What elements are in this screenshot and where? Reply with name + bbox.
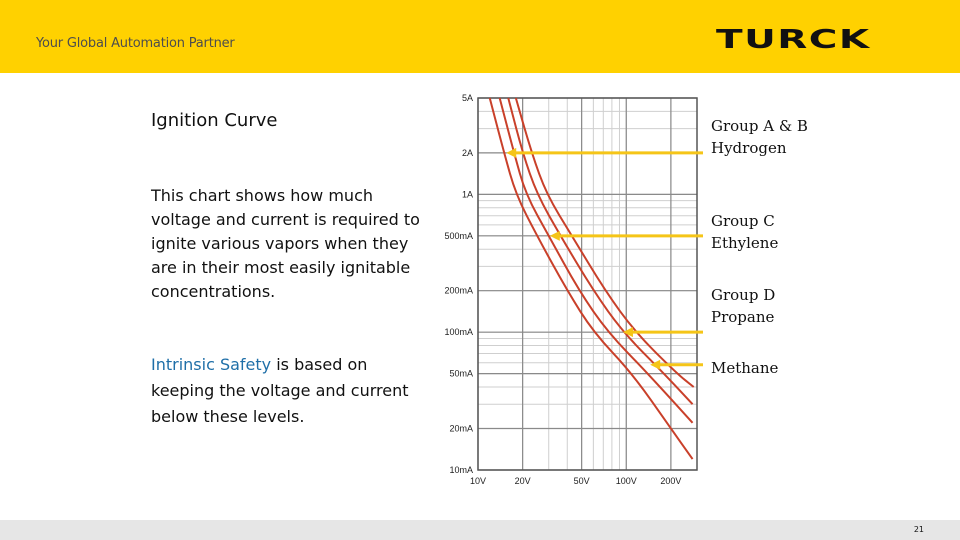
label-group-ab-line2: Hydrogen <box>711 139 787 157</box>
arrow-head-3 <box>622 327 633 338</box>
label-group-ab: Group A & B Hydrogen <box>711 115 808 159</box>
x-tick-label: 200V <box>660 476 681 486</box>
page-number: 21 <box>913 525 924 534</box>
y-tick-label: 20mA <box>449 424 473 434</box>
intrinsic-safety-term: Intrinsic Safety <box>151 355 272 374</box>
plot-area <box>478 98 697 470</box>
label-group-c-line1: Group C <box>711 212 775 230</box>
ignition-curve-1 <box>488 97 694 460</box>
y-tick-label: 2A <box>462 148 473 158</box>
arrow-head-2 <box>549 230 560 241</box>
x-tick-label: 10V <box>470 476 486 486</box>
tagline: Your Global Automation Partner <box>36 36 235 51</box>
label-group-d-line2: Propane <box>711 308 775 326</box>
y-tick-label: 500mA <box>444 231 473 241</box>
header-bar: Your Global Automation Partner TURCK <box>0 0 960 73</box>
x-tick-label: 100V <box>616 476 637 486</box>
intrinsic-safety-paragraph: Intrinsic Safety is based on keeping the… <box>151 352 431 430</box>
ignition-curve-3 <box>507 97 694 405</box>
description-paragraph: This chart shows how much voltage and cu… <box>151 186 420 301</box>
label-group-d: Group D Propane <box>711 284 775 328</box>
y-tick-label: 5A <box>462 93 473 103</box>
slide-title: Ignition Curve <box>151 110 278 131</box>
x-tick-label: 20V <box>515 476 531 486</box>
y-tick-label: 200mA <box>444 286 473 296</box>
ignition-curve-4 <box>514 97 695 388</box>
x-tick-label: 50V <box>574 476 590 486</box>
y-tick-label: 10mA <box>449 465 473 475</box>
turck-logo: TURCK <box>716 25 871 55</box>
label-group-c-line2: Ethylene <box>711 234 779 252</box>
y-tick-label: 50mA <box>449 369 473 379</box>
label-group-ab-line1: Group A & B <box>711 117 808 135</box>
ignition-curve-2 <box>498 97 694 424</box>
label-group-c: Group C Ethylene <box>711 210 778 254</box>
label-methane: Methane <box>711 357 778 379</box>
plot-frame <box>477 97 698 471</box>
arrow-head-4 <box>650 359 661 370</box>
y-tick-label: 1A <box>462 189 473 199</box>
label-group-d-line1: Group D <box>711 286 776 304</box>
intrinsic-safety-text: is based on keeping the voltage and curr… <box>151 355 409 426</box>
footer-bar: 21 <box>0 520 960 540</box>
y-tick-label: 100mA <box>444 327 473 337</box>
label-methane-line1: Methane <box>711 359 779 377</box>
arrow-head-1 <box>506 147 517 158</box>
